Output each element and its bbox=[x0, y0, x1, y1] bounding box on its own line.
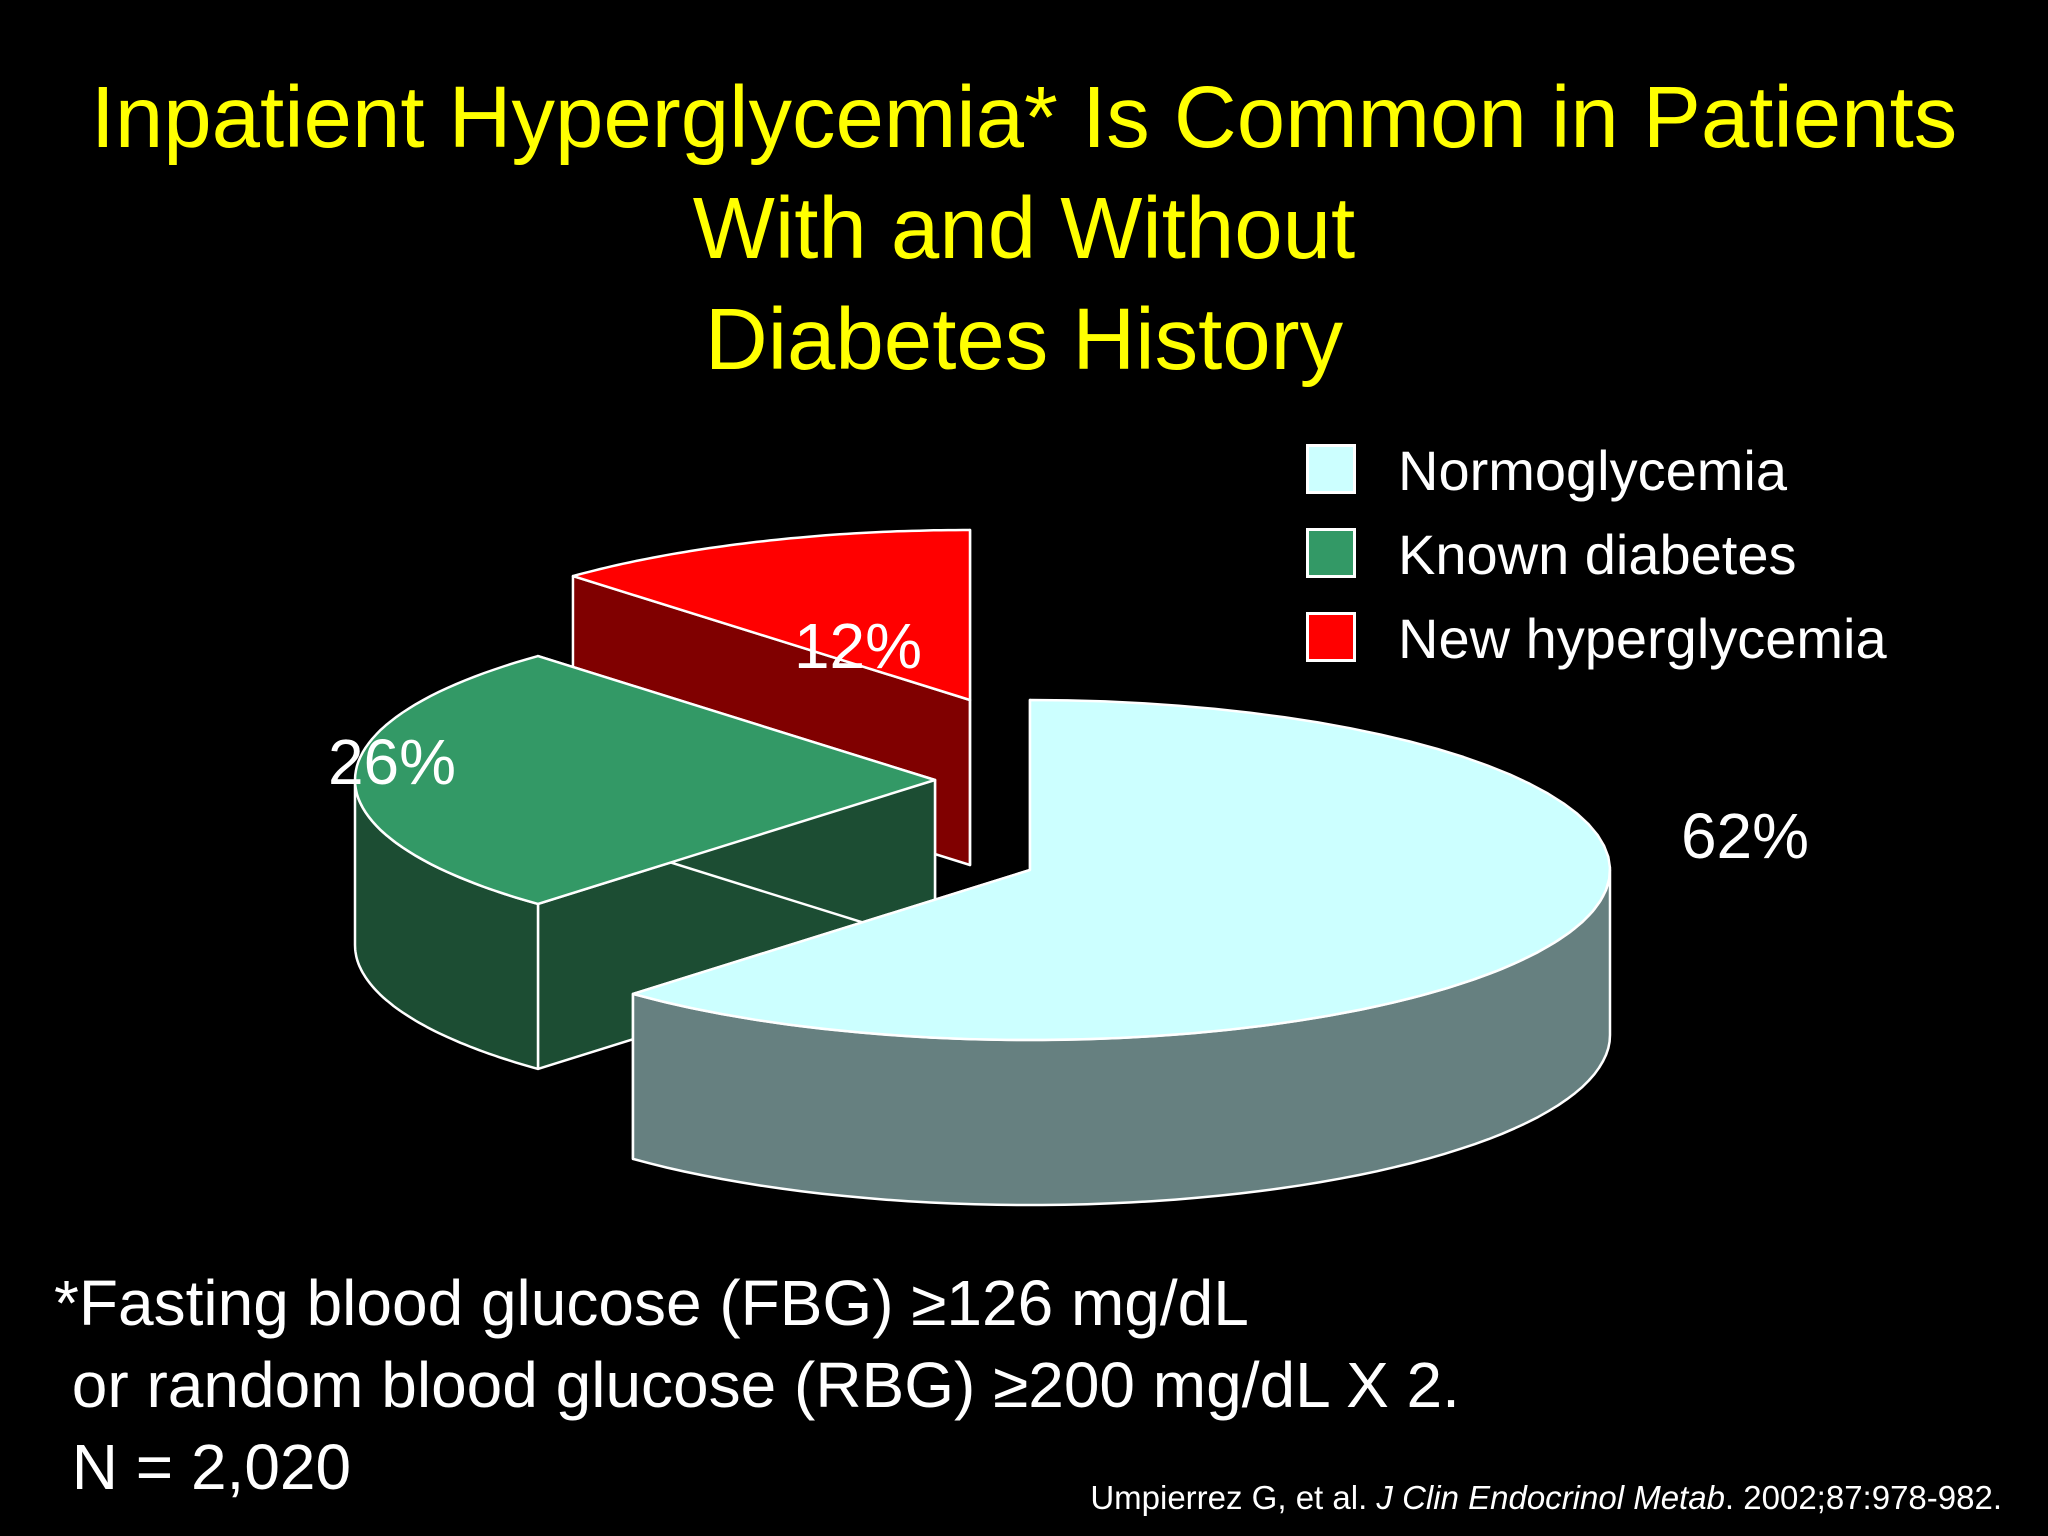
footnote-line-1: *Fasting blood glucose (FBG) ≥126 mg/dL bbox=[54, 1267, 1249, 1339]
legend-swatch-normoglycemia bbox=[1306, 444, 1356, 494]
title-line-1: Inpatient Hyperglycemia* Is Common in Pa… bbox=[90, 69, 1958, 166]
pct-label-new-hyperglycemia: 12% bbox=[794, 610, 922, 682]
pie-slice-normoglycemia bbox=[631, 698, 1612, 1207]
legend-label-new-hyperglycemia: New hyperglycemia bbox=[1398, 607, 1887, 670]
legend-swatch-known-diabetes bbox=[1306, 528, 1356, 578]
title-line-3: Diabetes History bbox=[704, 291, 1344, 388]
citation-authors: Umpierrez G, et al. bbox=[1090, 1479, 1368, 1516]
pie-top-normoglycemia bbox=[631, 698, 1612, 1042]
footnote-line-3: N = 2,020 bbox=[54, 1431, 352, 1503]
legend-swatch-new-hyperglycemia bbox=[1306, 612, 1356, 662]
slide-title: Inpatient Hyperglycemia* Is Common in Pa… bbox=[0, 62, 2048, 395]
pie-top-known-diabetes bbox=[353, 654, 937, 906]
citation-journal: J Clin Endocrinol Metab bbox=[1376, 1479, 1725, 1516]
pct-label-known-diabetes: 26% bbox=[328, 726, 456, 798]
footnote: *Fasting blood glucose (FBG) ≥126 mg/dL … bbox=[54, 1262, 1460, 1508]
pie-top-new-hyperglycemia bbox=[571, 528, 972, 702]
pct-label-normoglycemia: 62% bbox=[1681, 800, 1809, 872]
footnote-line-2: or random blood glucose (RBG) ≥200 mg/dL… bbox=[54, 1349, 1460, 1421]
legend-label-known-diabetes: Known diabetes bbox=[1398, 523, 1797, 586]
title-line-2: With and Without bbox=[692, 180, 1356, 277]
citation: Umpierrez G, et al. J Clin Endocrinol Me… bbox=[1090, 1478, 2002, 1518]
citation-details: . 2002;87:978-982. bbox=[1724, 1479, 2002, 1516]
legend-label-normoglycemia: Normoglycemia bbox=[1398, 439, 1787, 502]
